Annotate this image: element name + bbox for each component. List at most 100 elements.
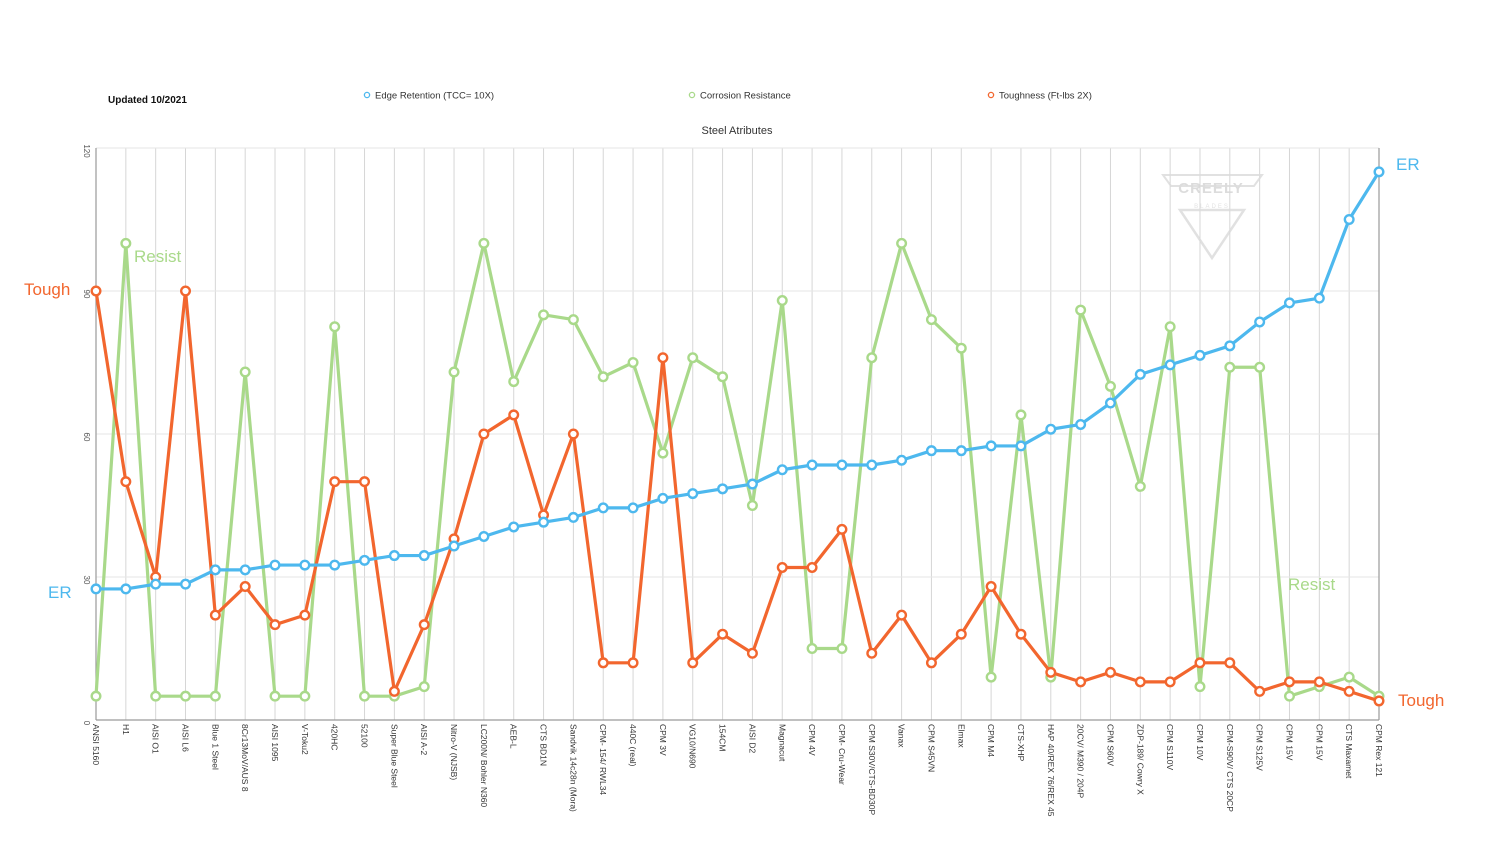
edge-retention-point[interactable]	[776, 464, 788, 476]
edge-retention-point[interactable]	[955, 445, 967, 457]
edge-retention-point[interactable]	[627, 502, 639, 514]
edge-retention-point[interactable]	[1313, 292, 1325, 304]
edge-retention-point[interactable]	[866, 459, 878, 471]
edge-retention-point[interactable]	[1045, 423, 1057, 435]
corrosion-resistance-point[interactable]	[746, 500, 758, 512]
edge-retention-point[interactable]	[1224, 340, 1236, 352]
edge-retention-point[interactable]	[120, 583, 132, 595]
toughness-point[interactable]	[955, 628, 967, 640]
corrosion-resistance-point[interactable]	[150, 690, 162, 702]
corrosion-resistance-point[interactable]	[1075, 304, 1087, 316]
toughness-point[interactable]	[1134, 676, 1146, 688]
toughness-point[interactable]	[746, 647, 758, 659]
corrosion-resistance-point[interactable]	[597, 371, 609, 383]
edge-retention-point[interactable]	[717, 483, 729, 495]
toughness-point[interactable]	[866, 647, 878, 659]
toughness-point[interactable]	[1224, 657, 1236, 669]
corrosion-resistance-point[interactable]	[627, 357, 639, 369]
edge-retention-point[interactable]	[746, 478, 758, 490]
toughness-point[interactable]	[478, 428, 490, 440]
toughness-point[interactable]	[1283, 676, 1295, 688]
corrosion-resistance-point[interactable]	[1164, 321, 1176, 333]
edge-retention-point[interactable]	[1075, 418, 1087, 430]
edge-retention-point[interactable]	[1164, 359, 1176, 371]
edge-retention-point[interactable]	[359, 554, 371, 566]
edge-retention-point[interactable]	[985, 440, 997, 452]
edge-retention-point[interactable]	[508, 521, 520, 533]
edge-retention-point[interactable]	[657, 492, 669, 504]
corrosion-resistance-point[interactable]	[657, 447, 669, 459]
toughness-point[interactable]	[985, 581, 997, 593]
toughness-point[interactable]	[836, 523, 848, 535]
corrosion-resistance-point[interactable]	[1194, 681, 1206, 693]
toughness-point[interactable]	[1313, 676, 1325, 688]
toughness-point[interactable]	[687, 657, 699, 669]
edge-retention-point[interactable]	[299, 559, 311, 571]
corrosion-resistance-point[interactable]	[329, 321, 341, 333]
edge-retention-point[interactable]	[418, 550, 430, 562]
corrosion-resistance-point[interactable]	[836, 643, 848, 655]
corrosion-resistance-point[interactable]	[985, 671, 997, 683]
toughness-point[interactable]	[359, 476, 371, 488]
edge-retention-point[interactable]	[90, 583, 102, 595]
corrosion-resistance-point[interactable]	[180, 690, 192, 702]
toughness-point[interactable]	[627, 657, 639, 669]
corrosion-resistance-point[interactable]	[1343, 671, 1355, 683]
edge-retention-point[interactable]	[478, 530, 490, 542]
toughness-point[interactable]	[1254, 685, 1266, 697]
toughness-point[interactable]	[925, 657, 937, 669]
corrosion-resistance-point[interactable]	[896, 237, 908, 249]
toughness-point[interactable]	[1343, 685, 1355, 697]
corrosion-resistance-point[interactable]	[1254, 361, 1266, 373]
corrosion-resistance-point[interactable]	[567, 314, 579, 326]
toughness-point[interactable]	[1194, 657, 1206, 669]
corrosion-resistance-point[interactable]	[120, 237, 132, 249]
toughness-point[interactable]	[776, 561, 788, 573]
toughness-point[interactable]	[269, 619, 281, 631]
corrosion-resistance-point[interactable]	[955, 342, 967, 354]
toughness-point[interactable]	[1104, 666, 1116, 678]
corrosion-resistance-point[interactable]	[90, 690, 102, 702]
toughness-point[interactable]	[1045, 666, 1057, 678]
corrosion-resistance-point[interactable]	[478, 237, 490, 249]
legend-item-edge-retention[interactable]: Edge Retention (TCC= 10X)	[363, 91, 494, 102]
edge-retention-point[interactable]	[209, 564, 221, 576]
edge-retention-point[interactable]	[1373, 166, 1385, 178]
toughness-point[interactable]	[418, 619, 430, 631]
corrosion-resistance-point[interactable]	[538, 309, 550, 321]
edge-retention-point[interactable]	[388, 550, 400, 562]
edge-retention-point[interactable]	[1104, 397, 1116, 409]
toughness-point[interactable]	[657, 352, 669, 364]
toughness-point[interactable]	[806, 561, 818, 573]
edge-retention-point[interactable]	[597, 502, 609, 514]
toughness-point[interactable]	[1164, 676, 1176, 688]
corrosion-resistance-point[interactable]	[1224, 361, 1236, 373]
toughness-point[interactable]	[567, 428, 579, 440]
corrosion-resistance-point[interactable]	[866, 352, 878, 364]
corrosion-resistance-point[interactable]	[209, 690, 221, 702]
toughness-point[interactable]	[1373, 695, 1385, 707]
edge-retention-point[interactable]	[836, 459, 848, 471]
edge-retention-point[interactable]	[806, 459, 818, 471]
edge-retention-point[interactable]	[239, 564, 251, 576]
toughness-point[interactable]	[180, 285, 192, 297]
corrosion-resistance-point[interactable]	[359, 690, 371, 702]
corrosion-resistance-point[interactable]	[687, 352, 699, 364]
edge-retention-point[interactable]	[538, 516, 550, 528]
corrosion-resistance-point[interactable]	[508, 376, 520, 388]
toughness-point[interactable]	[329, 476, 341, 488]
edge-retention-point[interactable]	[1134, 368, 1146, 380]
edge-retention-point[interactable]	[896, 454, 908, 466]
toughness-point[interactable]	[1015, 628, 1027, 640]
toughness-point[interactable]	[1075, 676, 1087, 688]
legend-item-corrosion-resistance[interactable]: Corrosion Resistance	[688, 91, 791, 102]
edge-retention-point[interactable]	[1015, 440, 1027, 452]
edge-retention-point[interactable]	[329, 559, 341, 571]
toughness-point[interactable]	[239, 581, 251, 593]
edge-retention-point[interactable]	[1194, 349, 1206, 361]
edge-retention-point[interactable]	[150, 578, 162, 590]
toughness-point[interactable]	[90, 285, 102, 297]
corrosion-resistance-point[interactable]	[299, 690, 311, 702]
corrosion-resistance-point[interactable]	[925, 314, 937, 326]
edge-retention-point[interactable]	[180, 578, 192, 590]
